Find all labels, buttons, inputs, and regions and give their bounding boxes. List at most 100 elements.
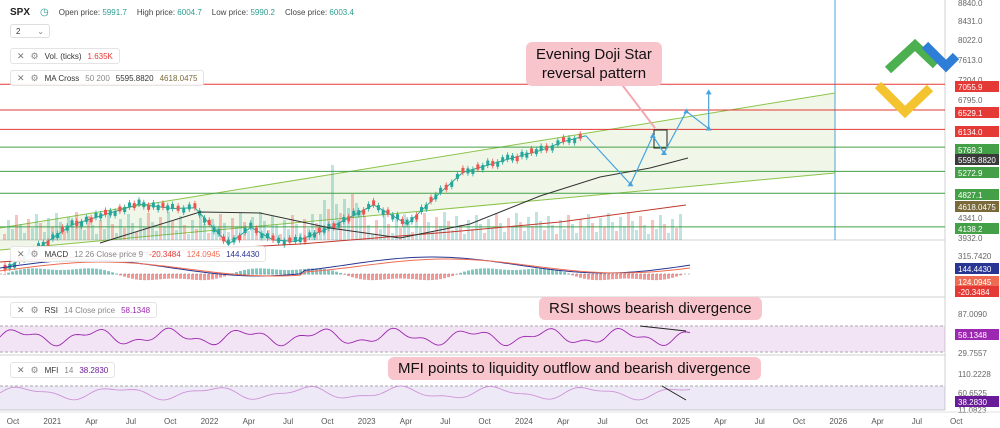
close-icon[interactable]: ✕ bbox=[17, 50, 25, 61]
macd-histogram-bar bbox=[539, 268, 542, 275]
close-icon[interactable]: ✕ bbox=[17, 304, 25, 315]
macd-histogram-bar bbox=[675, 274, 678, 277]
volume-bar bbox=[119, 219, 122, 240]
volume-bar bbox=[531, 226, 534, 240]
candle-body bbox=[501, 157, 505, 163]
volume-bar bbox=[539, 221, 542, 240]
close-icon[interactable]: ✕ bbox=[17, 248, 25, 259]
volume-bar bbox=[631, 221, 634, 240]
candle-body bbox=[461, 167, 465, 173]
gear-icon[interactable]: ⚙ bbox=[30, 50, 39, 61]
candle-body bbox=[525, 152, 529, 158]
macd-histogram-bar bbox=[655, 274, 658, 281]
volume-bar bbox=[23, 233, 26, 240]
indicator-rsi[interactable]: ✕ ⚙ RSI 14 Close price 58.1348 bbox=[10, 302, 158, 318]
candle-body bbox=[362, 209, 366, 215]
symbol-name[interactable]: SPX bbox=[10, 7, 31, 18]
logo-stroke-yellow bbox=[874, 81, 934, 119]
price-level-badge bbox=[955, 126, 999, 137]
volume-bar bbox=[471, 229, 474, 240]
candle-body bbox=[391, 214, 395, 220]
price-level-badge bbox=[955, 189, 999, 200]
volume-bar bbox=[115, 233, 118, 240]
indicator-vol[interactable]: ✕ ⚙ Vol. (ticks) 1.635K bbox=[10, 48, 120, 64]
indicator-mfi[interactable]: ✕ ⚙ MFI 14 38.2830 bbox=[10, 362, 116, 378]
close-icon[interactable]: ✕ bbox=[17, 72, 25, 83]
volume-bar bbox=[523, 231, 526, 240]
macd-histogram-bar bbox=[163, 274, 166, 279]
close-icon[interactable]: ✕ bbox=[17, 364, 25, 375]
indicator-macd[interactable]: ✕ ⚙ MACD 12 26 Close price 9 -20.3484 124… bbox=[10, 246, 267, 262]
macd-histogram-bar bbox=[467, 270, 470, 275]
macd-level-badge bbox=[955, 263, 999, 274]
volume-bar bbox=[83, 230, 86, 240]
volume-bar bbox=[555, 234, 558, 240]
indicator-ma-cross[interactable]: ✕ ⚙ MA Cross 50 200 5595.8820 4618.0475 bbox=[10, 70, 205, 86]
macd-histogram-bar bbox=[591, 274, 594, 280]
gear-icon[interactable]: ⚙ bbox=[30, 248, 39, 259]
volume-bar bbox=[147, 213, 150, 240]
macd-histogram-bar bbox=[463, 271, 466, 275]
macd-histogram-bar bbox=[495, 268, 498, 275]
macd-histogram-bar bbox=[503, 269, 506, 275]
macd-histogram-bar bbox=[599, 274, 602, 281]
volume-bar bbox=[167, 212, 170, 240]
macd-histogram-bar bbox=[59, 269, 62, 275]
macd-histogram-bar bbox=[371, 274, 374, 281]
candle-body bbox=[510, 155, 514, 161]
macd-histogram-bar bbox=[271, 269, 274, 275]
time-tick-label: 2021 bbox=[43, 417, 61, 426]
interval-value: 2 bbox=[16, 26, 21, 36]
volume-bar bbox=[335, 204, 338, 240]
mfi-line bbox=[0, 385, 691, 401]
macd-histogram-bar bbox=[639, 274, 642, 280]
volume-bar bbox=[599, 218, 602, 240]
macd-histogram-bar bbox=[551, 269, 554, 275]
volume-bar bbox=[79, 221, 82, 240]
volume-bar bbox=[7, 220, 10, 240]
volume-bar bbox=[659, 215, 662, 240]
gear-icon[interactable]: ⚙ bbox=[30, 364, 39, 375]
macd-histogram-bar bbox=[627, 274, 630, 279]
volume-bar bbox=[635, 230, 638, 240]
macd-histogram-bar bbox=[287, 269, 290, 275]
macd-histogram-bar bbox=[479, 268, 482, 275]
macd-histogram-bar bbox=[547, 268, 550, 275]
volume-bar bbox=[615, 231, 618, 240]
macd-histogram-bar bbox=[7, 272, 10, 275]
time-tick-label: Oct bbox=[636, 417, 649, 426]
volume-bar bbox=[647, 234, 650, 240]
macd-histogram-bar bbox=[395, 274, 398, 279]
projection-arrow bbox=[661, 149, 668, 155]
volume-bar bbox=[395, 219, 398, 240]
candle-body bbox=[60, 226, 64, 232]
volume-bar bbox=[371, 234, 374, 240]
macd-histogram-bar bbox=[455, 274, 458, 275]
macd-histogram-bar bbox=[15, 270, 18, 275]
volume-bar bbox=[143, 227, 146, 240]
volume-bar bbox=[587, 214, 590, 240]
volume-bar bbox=[319, 214, 322, 240]
time-tick-label: Apr bbox=[85, 417, 98, 426]
volume-bar bbox=[479, 224, 482, 240]
clock-icon[interactable]: ◷ bbox=[40, 7, 49, 18]
price-level-badge bbox=[955, 154, 999, 165]
gear-icon[interactable]: ⚙ bbox=[30, 72, 39, 83]
interval-dropdown[interactable]: 2 ⌄ bbox=[10, 24, 50, 38]
volume-bar bbox=[459, 225, 462, 240]
macd-histogram-bar bbox=[63, 269, 66, 275]
macd-histogram-bar bbox=[619, 274, 622, 279]
candle-body bbox=[419, 207, 423, 213]
volume-bar bbox=[71, 226, 74, 240]
gear-icon[interactable]: ⚙ bbox=[30, 304, 39, 315]
macd-level-label: 144.4430 bbox=[958, 265, 992, 274]
macd-histogram-bar bbox=[171, 274, 174, 279]
macd-histogram-bar bbox=[203, 274, 206, 281]
macd-histogram-bar bbox=[343, 274, 346, 275]
macd-histogram-bar bbox=[151, 274, 154, 280]
volume-bar bbox=[191, 220, 194, 240]
candle-body bbox=[123, 206, 127, 212]
time-tick-label: Jul bbox=[440, 417, 450, 426]
rsi-level-label: 58.1348 bbox=[958, 331, 987, 340]
